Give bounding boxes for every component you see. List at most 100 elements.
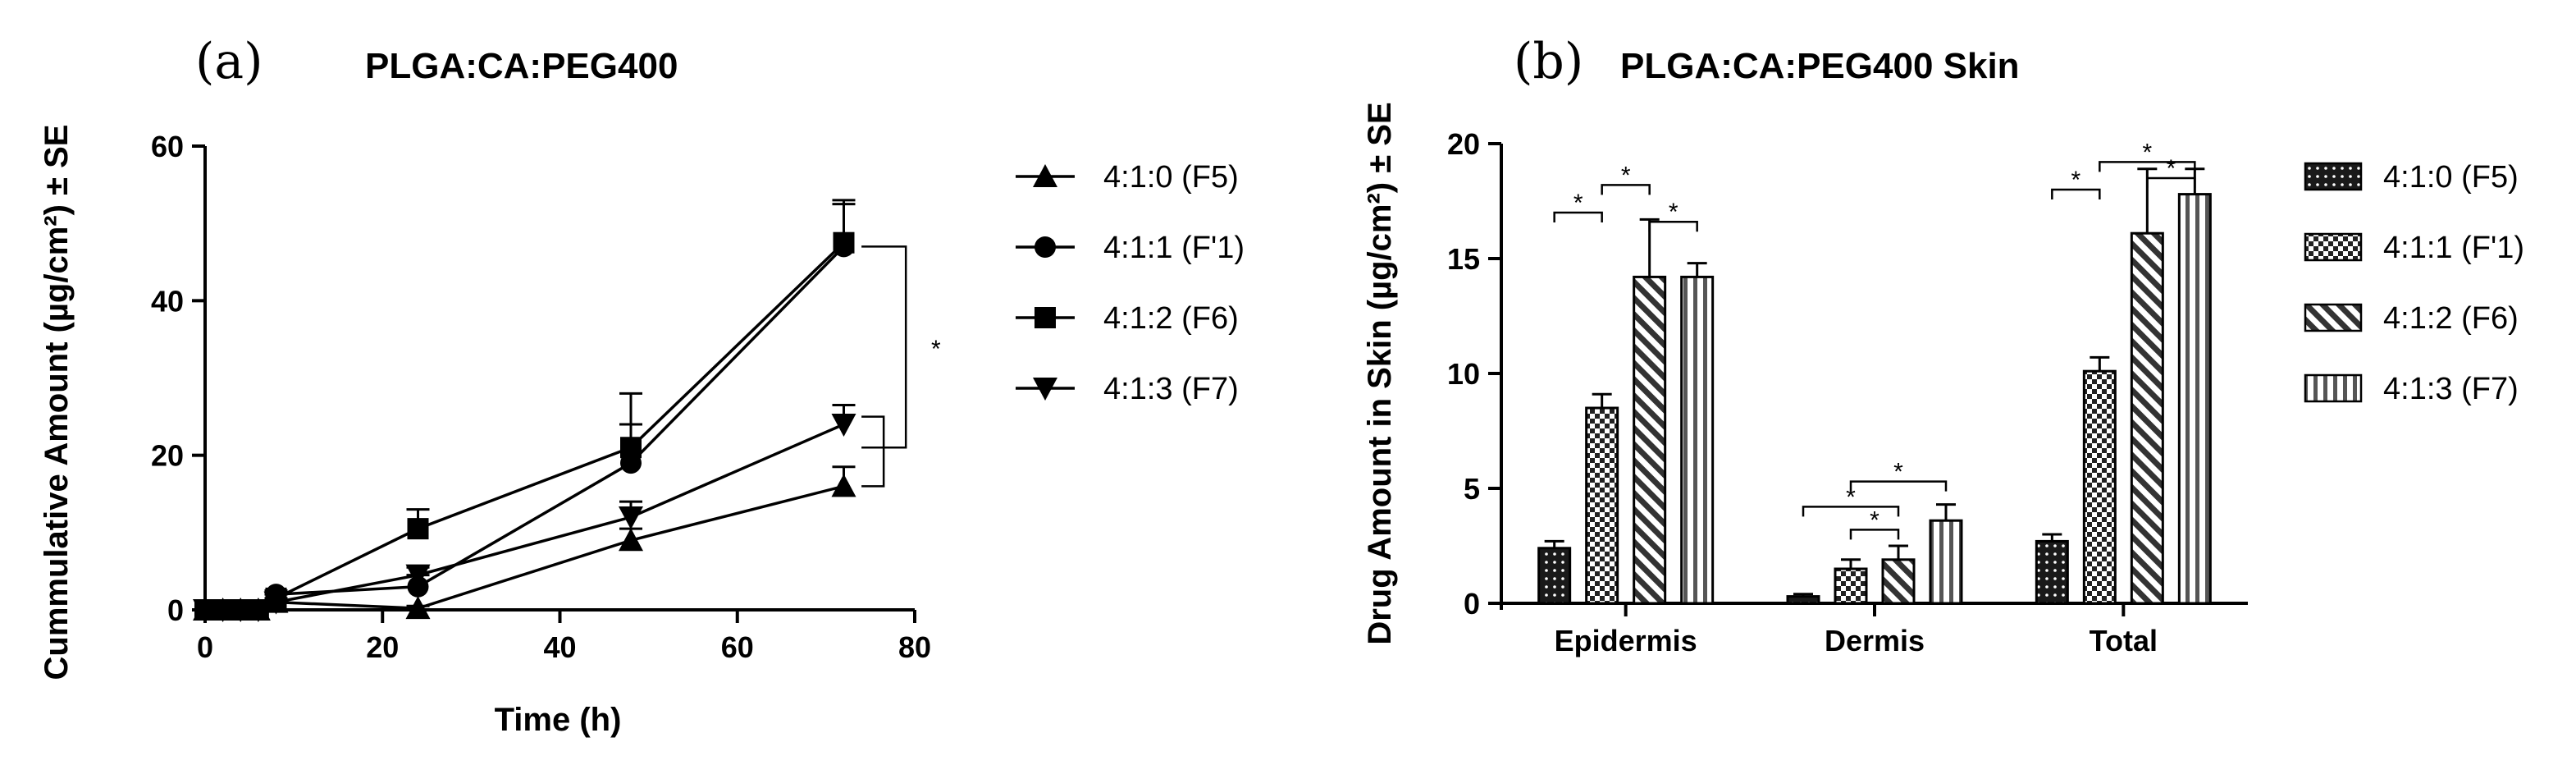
bar (1537, 547, 1572, 605)
bar (1680, 275, 1715, 605)
series-1-a (194, 199, 856, 621)
bar (2130, 231, 2164, 605)
bar (1929, 519, 1963, 605)
legend-label: 4:1:3 (F7) (2383, 372, 2519, 406)
marker-triangle-down (193, 599, 217, 622)
marker-triangle-down (210, 599, 235, 622)
sig-bracket (2146, 176, 2196, 188)
sig-star: * (2071, 167, 2080, 194)
y-tick-label-b: 20 (1447, 127, 1480, 161)
y-tick-label-a: 0 (167, 593, 184, 627)
sig-bracket (2051, 188, 2101, 199)
sig-bracket (1648, 220, 1698, 232)
sig-star: * (1621, 162, 1631, 189)
sig-bracket (1849, 480, 1948, 492)
sig-star: * (1669, 199, 1679, 226)
marker-square (407, 518, 429, 540)
x-tick-label-a: 20 (366, 630, 399, 664)
sig-bracket (1802, 506, 1900, 517)
series-0-a (193, 465, 856, 621)
legend-label: 4:1:0 (F5) (1103, 160, 1239, 195)
marker-triangle-down (405, 564, 431, 588)
marker-circle (1035, 236, 1056, 258)
bar (2035, 539, 2069, 605)
legend-label: 4:1:2 (F6) (2383, 301, 2519, 336)
series-line (205, 245, 845, 612)
bar-chart-b: 0 5 10 15 20 Epidermis Dermis Total 4:1:0 (F5) 4:… (1447, 127, 2524, 657)
legend-label: 4:1:2 (F6) (1103, 301, 1239, 336)
sig-star: * (1846, 483, 1856, 511)
y-tick-label-b: 15 (1447, 242, 1480, 276)
legend-swatch (2304, 303, 2363, 332)
marker-triangle-down (831, 414, 856, 437)
chart-title-a: PLGA:CA:PEG400 (365, 46, 678, 86)
bar-series-2 (1633, 167, 2164, 605)
y-axis-label-b: Drug Amount in Skin (µg/cm²) ± SE (1362, 102, 1398, 644)
bar-series-0 (1537, 533, 2069, 605)
chart-title-b: PLGA:CA:PEG400 Skin (1620, 46, 2020, 86)
y-tick-label-a: 20 (151, 439, 184, 473)
sig-star: * (2142, 139, 2152, 166)
y-tick-label-b: 0 (1464, 587, 1480, 621)
sig-star: * (1573, 190, 1583, 217)
marker-triangle-down (263, 591, 289, 615)
panel-label-b: (b) (1514, 33, 1583, 90)
sig-star: * (1893, 459, 1903, 486)
bar-series-1 (1585, 355, 2117, 605)
legend-label: 4:1:1 (F'1) (1103, 231, 1245, 265)
y-axis-label-a: Cummulative Amount (µg/cm²) ± SE (39, 125, 75, 680)
bar-series-3 (1680, 167, 2212, 605)
x-tick-label-a: 40 (543, 630, 576, 664)
bar (1585, 406, 1619, 605)
marker-triangle-down (245, 599, 271, 622)
sig-bracket (1553, 211, 1603, 222)
sig-bracket (861, 245, 907, 449)
marker-triangle-up (405, 596, 431, 620)
x-axis-label-a: Time (h) (495, 702, 622, 738)
sig-star: * (931, 336, 941, 363)
marker-triangle-up (619, 528, 643, 552)
marker-triangle-down (228, 599, 253, 622)
marker-square (620, 437, 642, 459)
panel-label-a: (a) (195, 33, 263, 90)
sig-bracket (1601, 184, 1651, 195)
x-tick-label-a: 60 (721, 630, 754, 664)
marker-square (1035, 307, 1056, 328)
sig-star: * (2166, 155, 2176, 182)
bar (1881, 558, 1916, 605)
x-tick-label-a: 80 (898, 630, 931, 664)
legend-label: 4:1:3 (F7) (1103, 372, 1239, 406)
legend-label: 4:1:1 (F'1) (2383, 231, 2524, 265)
series-2-a (194, 203, 856, 621)
marker-triangle-up (1033, 164, 1057, 187)
legend-swatch (2304, 232, 2363, 262)
series-line (205, 423, 845, 612)
marker-triangle-down (619, 506, 643, 529)
line-chart-a: 0 20 40 60 0 20 40 60 80 4:1:0 (F5) 4:1:1 (F'1) 4:1… (151, 130, 1245, 664)
marker-triangle-down (1033, 378, 1057, 401)
legend-swatch (2304, 162, 2363, 191)
series-line (205, 241, 845, 612)
bar (1786, 595, 1820, 605)
bar (2177, 193, 2212, 605)
bar (2082, 369, 2117, 605)
series-line (205, 484, 844, 612)
legend-label: 4:1:0 (F5) (2383, 160, 2519, 195)
marker-triangle-up (831, 474, 856, 497)
x-tick-label-a: 0 (197, 630, 213, 664)
x-tick-label-b: Epidermis (1555, 624, 1697, 657)
y-tick-label-a: 40 (151, 284, 184, 318)
sig-bracket (2099, 161, 2196, 172)
bar (1834, 567, 1868, 605)
series-3-a (193, 403, 856, 622)
y-tick-label-b: 10 (1447, 357, 1480, 391)
y-tick-label-a: 60 (151, 130, 184, 163)
bar (1633, 275, 1667, 605)
y-tick-label-b: 5 (1464, 472, 1480, 506)
sig-bracket (861, 415, 885, 488)
x-tick-label-b: Total (2090, 624, 2158, 657)
sig-bracket (1849, 529, 1900, 540)
x-tick-label-b: Dermis (1825, 624, 1925, 657)
marker-square (833, 231, 855, 254)
